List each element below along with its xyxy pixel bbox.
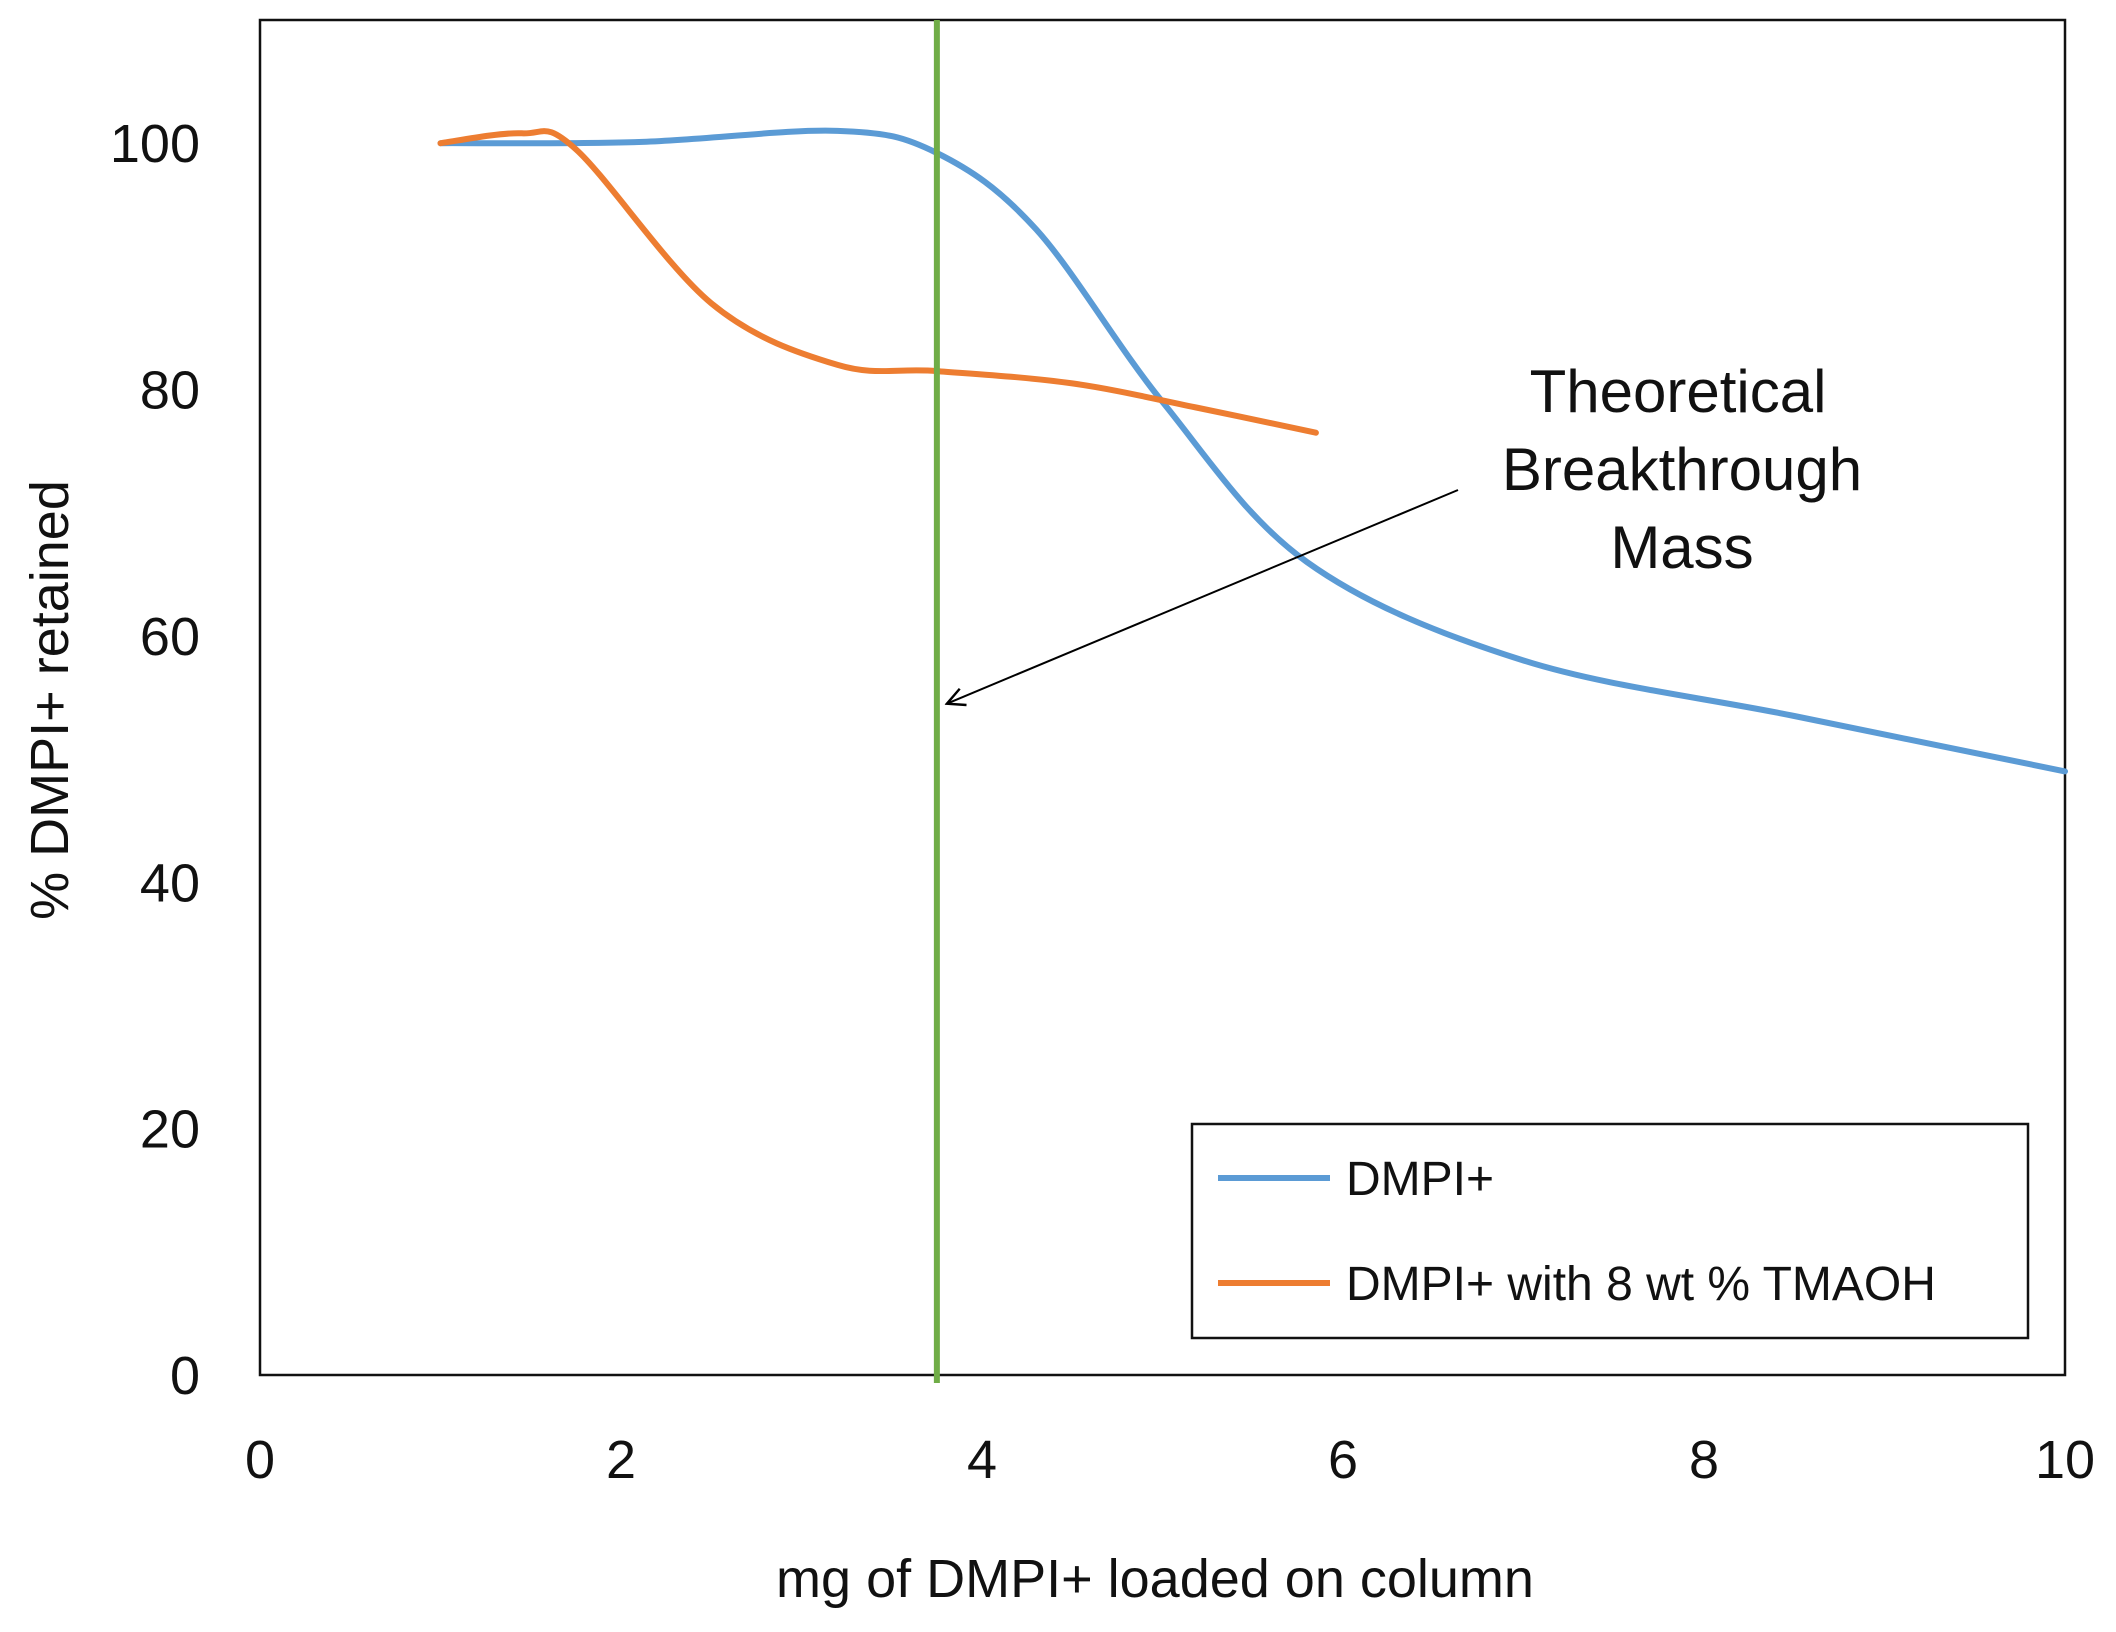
legend-label-dmpi-tmaoh: DMPI+ with 8 wt % TMAOH [1346,1258,1936,1311]
y-tick-label: 100 [110,114,200,174]
y-tick-label: 40 [140,853,200,913]
legend-box [1190,1122,2030,1340]
y-tick-label: 60 [140,607,200,667]
x-axis-tick-labels: 0 2 4 6 8 10 [245,1430,2095,1490]
x-tick-label: 0 [245,1430,275,1490]
y-tick-label: 20 [140,1100,200,1160]
y-axis-tick-labels: 0 20 40 60 80 100 [110,114,200,1406]
y-axis-title: % DMPI+ retained [20,480,80,920]
annotation-line-3: Mass [1610,514,1753,581]
legend-label-dmpi: DMPI+ [1346,1153,1494,1206]
y-tick-label: 0 [170,1346,200,1406]
y-tick-label: 80 [140,361,200,421]
x-tick-label: 2 [606,1430,636,1490]
x-tick-label: 10 [2035,1430,2095,1490]
x-axis-title: mg of DMPI+ loaded on column [776,1549,1534,1609]
x-tick-label: 8 [1689,1430,1719,1490]
series-line-dmpi-tmaoh [437,128,1319,436]
annotation-arrow [947,489,1459,704]
series-layer [437,127,2068,775]
annotation-line-2: Breakthrough [1502,436,1862,503]
x-tick-label: 6 [1328,1430,1358,1490]
x-tick-label: 4 [967,1430,997,1490]
series-line-dmpi [437,127,2068,775]
legend: DMPI+ DMPI+ with 8 wt % TMAOH [1190,1122,2030,1340]
annotation-text: Theoretical Breakthrough Mass [1502,358,1862,581]
annotation-line-1: Theoretical [1530,358,1827,425]
